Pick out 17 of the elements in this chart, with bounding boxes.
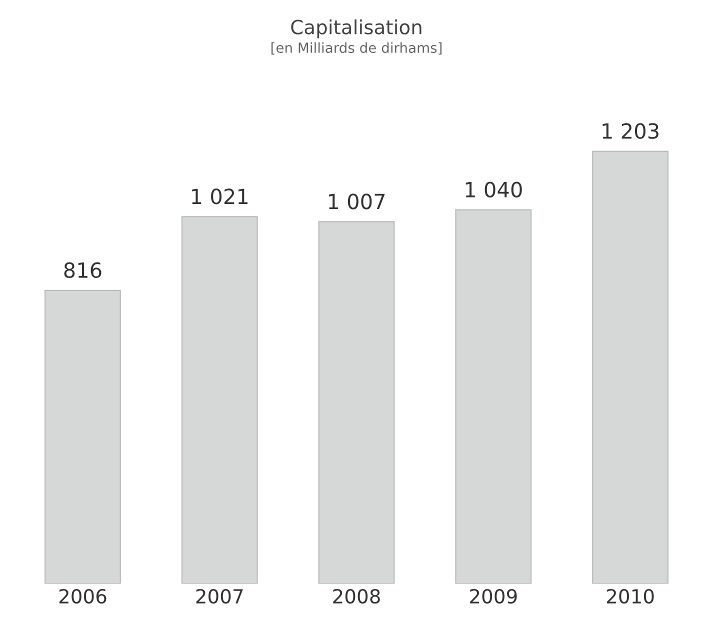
x-tick-label: 2010 [606, 588, 654, 604]
data-label: 1 040 [466, 182, 522, 198]
bar [592, 150, 668, 584]
bar [44, 290, 121, 584]
bar [318, 221, 395, 584]
chart-subtitle: [en Milliards de dirhams] [271, 42, 442, 55]
data-label: 1 203 [602, 123, 658, 139]
bar [455, 209, 532, 584]
x-tick-label: 2006 [59, 588, 106, 604]
data-label: 1 007 [328, 194, 385, 210]
data-label: 1 021 [192, 188, 248, 204]
data-label: 816 [64, 262, 102, 278]
bar [181, 216, 258, 584]
x-tick-label: 2009 [470, 588, 517, 604]
chart-title: Capitalisation [291, 19, 422, 38]
x-tick-label: 2007 [196, 588, 243, 604]
x-tick-label: 2008 [333, 588, 380, 604]
